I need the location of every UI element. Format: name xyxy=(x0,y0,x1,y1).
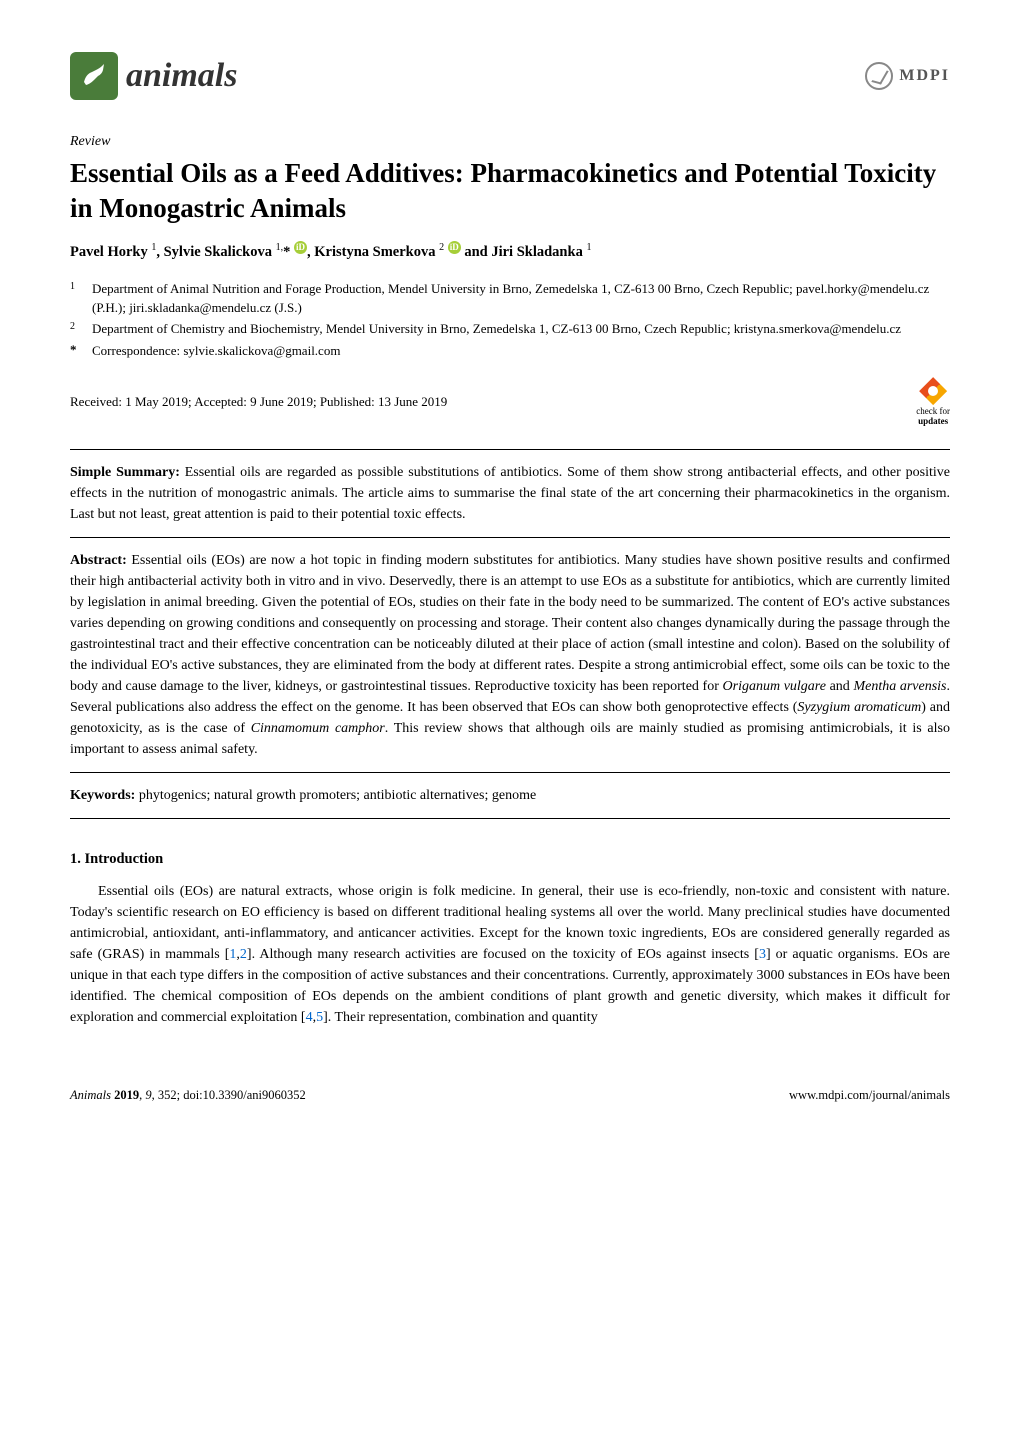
journal-logo: animals xyxy=(70,50,237,101)
footer-citation: Animals 2019, 9, 352; doi:10.3390/ani906… xyxy=(70,1086,306,1105)
keywords-text: Keywords: phytogenics; natural growth pr… xyxy=(70,785,950,806)
affiliation-2: 2Department of Chemistry and Biochemistr… xyxy=(92,320,950,339)
publication-dates: Received: 1 May 2019; Accepted: 9 June 2… xyxy=(70,392,447,412)
section-1-paragraph-1: Essential oils (EOs) are natural extract… xyxy=(70,881,950,1028)
authors-list: Pavel Horky 1, Sylvie Skalickova 1,* iD,… xyxy=(70,240,950,264)
page-footer: Animals 2019, 9, 352; doi:10.3390/ani906… xyxy=(70,1078,950,1105)
dates-row: Received: 1 May 2019; Accepted: 9 June 2… xyxy=(70,377,950,427)
simple-summary-label: Simple Summary: xyxy=(70,465,180,480)
abstract-text: Abstract: Essential oils (EOs) are now a… xyxy=(70,550,950,760)
publisher-name: MDPI xyxy=(899,64,950,88)
check-updates-icon xyxy=(919,377,947,405)
check-for-updates-badge[interactable]: check for updates xyxy=(916,377,950,427)
keywords-block: Keywords: phytogenics; natural growth pr… xyxy=(70,773,950,819)
keywords-label: Keywords: xyxy=(70,788,135,803)
journal-logo-icon xyxy=(70,52,118,100)
correspondence: *Correspondence: sylvie.skalickova@gmail… xyxy=(92,342,950,361)
section-1-heading: 1. Introduction xyxy=(70,849,950,871)
abstract-label: Abstract: xyxy=(70,553,127,568)
simple-summary-block: Simple Summary: Essential oils are regar… xyxy=(70,449,950,538)
header-row: animals MDPI xyxy=(70,50,950,101)
simple-summary-text: Simple Summary: Essential oils are regar… xyxy=(70,462,950,525)
animal-silhouette-icon xyxy=(78,60,110,92)
abstract-block: Abstract: Essential oils (EOs) are now a… xyxy=(70,538,950,773)
publisher-logo: MDPI xyxy=(865,62,950,90)
article-type: Review xyxy=(70,131,950,152)
footer-journal-url[interactable]: www.mdpi.com/journal/animals xyxy=(789,1086,950,1105)
article-title: Essential Oils as a Feed Additives: Phar… xyxy=(70,156,950,226)
check-updates-line2: updates xyxy=(918,417,948,427)
mdpi-icon xyxy=(865,62,893,90)
affiliation-1: 1Department of Animal Nutrition and Fora… xyxy=(92,280,950,318)
affiliations: 1Department of Animal Nutrition and Fora… xyxy=(70,280,950,361)
journal-name: animals xyxy=(126,50,237,101)
